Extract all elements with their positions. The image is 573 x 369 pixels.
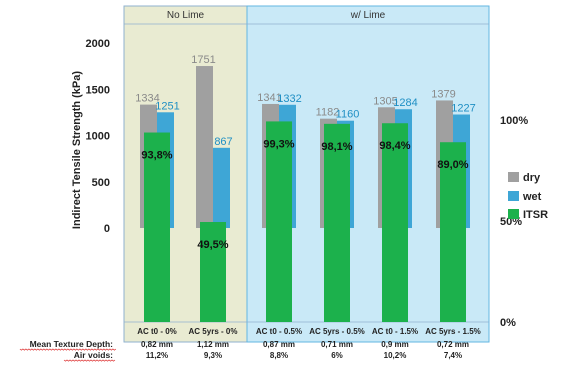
legend-label-wet: wet <box>522 191 542 203</box>
data-label-dry: 1751 <box>191 54 215 66</box>
legend-label-itsr: ITSR <box>523 209 548 221</box>
category-label: AC t0 - 1.5% <box>372 327 418 336</box>
y-axis-tick-label: 0 <box>104 223 110 235</box>
data-label-itsr: 49,5% <box>197 239 228 251</box>
group-label: No Lime <box>167 10 205 21</box>
row-label: Air voids: <box>74 350 113 360</box>
bar-dry <box>196 66 213 228</box>
data-label-wet: 1251 <box>155 100 179 112</box>
category-label: AC 5yrs - 0.5% <box>309 327 365 336</box>
bar-itsr <box>382 123 408 323</box>
legend-label-dry: dry <box>523 172 541 184</box>
row-value: 6% <box>331 351 343 360</box>
data-label-wet: 1227 <box>451 103 475 115</box>
row-value: 10,2% <box>384 351 407 360</box>
data-label-itsr: 99,3% <box>263 138 294 150</box>
data-label-wet: 1160 <box>336 109 360 121</box>
row-value: 1,12 mm <box>197 340 229 349</box>
row-value: 0,71 mm <box>321 340 353 349</box>
data-label-dry: 1305 <box>373 95 397 107</box>
bar-itsr <box>324 123 350 322</box>
row-value: 0,82 mm <box>141 340 173 349</box>
y-axis-tick-label: 2000 <box>86 38 110 50</box>
data-label-itsr: 89,0% <box>437 159 468 171</box>
data-label-wet: 1332 <box>277 93 301 105</box>
y2-axis-tick-label: 100% <box>500 115 528 127</box>
y-axis-tick-label: 1500 <box>86 84 110 96</box>
data-label-wet: 867 <box>214 136 232 148</box>
row-value: 0,9 mm <box>381 340 409 349</box>
row-value: 7,4% <box>444 351 462 360</box>
y2-axis-tick-label: 0% <box>500 317 516 329</box>
category-label: AC 5yrs - 1.5% <box>425 327 481 336</box>
data-label-itsr: 93,8% <box>141 150 172 162</box>
data-label-dry: 1182 <box>316 107 340 119</box>
row-value: 0,87 mm <box>263 340 295 349</box>
spellcheck-underline <box>63 359 116 362</box>
row-label: Mean Texture Depth: <box>30 339 114 349</box>
data-label-itsr: 98,1% <box>321 141 352 153</box>
y-axis-title: Indirect Tensile Strength (kPa) <box>71 71 83 229</box>
category-label: AC t0 - 0.5% <box>256 327 302 336</box>
y-axis-tick-label: 1000 <box>86 131 110 143</box>
y-axis-tick-label: 500 <box>92 177 110 189</box>
row-value: 0,72 mm <box>437 340 469 349</box>
category-label: AC t0 - 0% <box>137 327 177 336</box>
bar-itsr <box>200 222 226 322</box>
bar-itsr <box>144 132 170 322</box>
bar-wet <box>213 147 230 228</box>
legend-swatch-itsr <box>508 209 519 219</box>
data-label-dry: 1334 <box>135 93 159 105</box>
data-label-dry: 1341 <box>257 92 281 104</box>
legend-swatch-dry <box>508 172 519 182</box>
bar-itsr <box>440 142 466 322</box>
spellcheck-underline <box>19 348 117 351</box>
row-value: 8,8% <box>270 351 288 360</box>
data-label-wet: 1284 <box>393 97 417 109</box>
data-label-dry: 1379 <box>431 88 455 100</box>
data-label-itsr: 98,4% <box>379 140 410 152</box>
row-value: 11,2% <box>146 351 168 360</box>
row-value: 9,3% <box>204 351 222 360</box>
category-label: AC 5yrs - 0% <box>189 327 238 336</box>
bar-itsr <box>266 121 292 322</box>
legend-swatch-wet <box>508 191 519 201</box>
group-label: w/ Lime <box>350 10 386 21</box>
